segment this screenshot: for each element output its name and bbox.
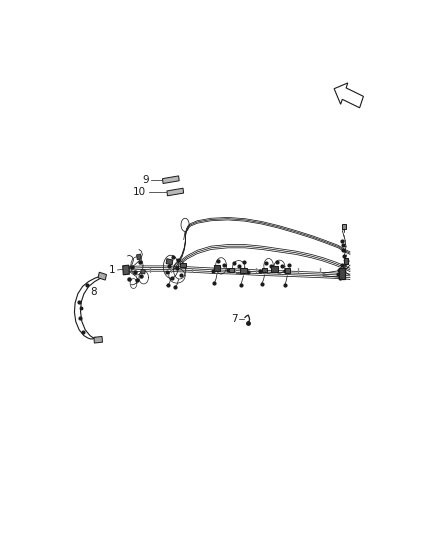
Polygon shape: [334, 83, 364, 108]
Bar: [167, 188, 184, 196]
Bar: [342, 224, 346, 229]
Bar: [162, 176, 179, 183]
Text: 10: 10: [133, 187, 146, 197]
Bar: [180, 263, 186, 268]
Text: 7: 7: [231, 314, 237, 324]
Bar: [214, 265, 220, 271]
Text: 8: 8: [91, 287, 97, 297]
Bar: [339, 268, 345, 279]
Bar: [94, 336, 102, 343]
Bar: [285, 268, 290, 273]
Bar: [123, 265, 129, 275]
Bar: [141, 269, 145, 274]
Bar: [240, 268, 247, 273]
Bar: [98, 272, 106, 280]
Bar: [137, 254, 141, 260]
Bar: [271, 266, 278, 272]
Bar: [344, 257, 348, 264]
Text: 9: 9: [142, 175, 149, 185]
Bar: [166, 259, 173, 265]
Bar: [262, 268, 267, 272]
Text: FWD: FWD: [343, 92, 360, 103]
Bar: [229, 268, 234, 272]
Text: 1: 1: [109, 265, 116, 275]
